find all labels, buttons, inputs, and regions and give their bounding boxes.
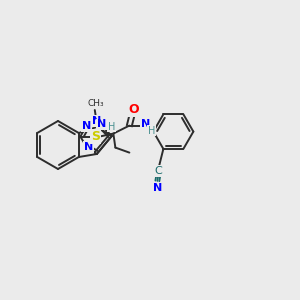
- Text: CH₃: CH₃: [88, 98, 104, 107]
- Text: N: N: [84, 142, 93, 152]
- Text: N: N: [141, 118, 150, 129]
- Text: H: H: [148, 126, 155, 136]
- Text: H: H: [108, 122, 115, 132]
- Text: S: S: [91, 130, 100, 143]
- Text: N: N: [92, 116, 101, 126]
- Text: N: N: [82, 121, 92, 131]
- Text: C: C: [154, 166, 162, 176]
- Text: O: O: [128, 103, 139, 116]
- Text: N: N: [153, 183, 162, 193]
- Text: N: N: [97, 119, 106, 130]
